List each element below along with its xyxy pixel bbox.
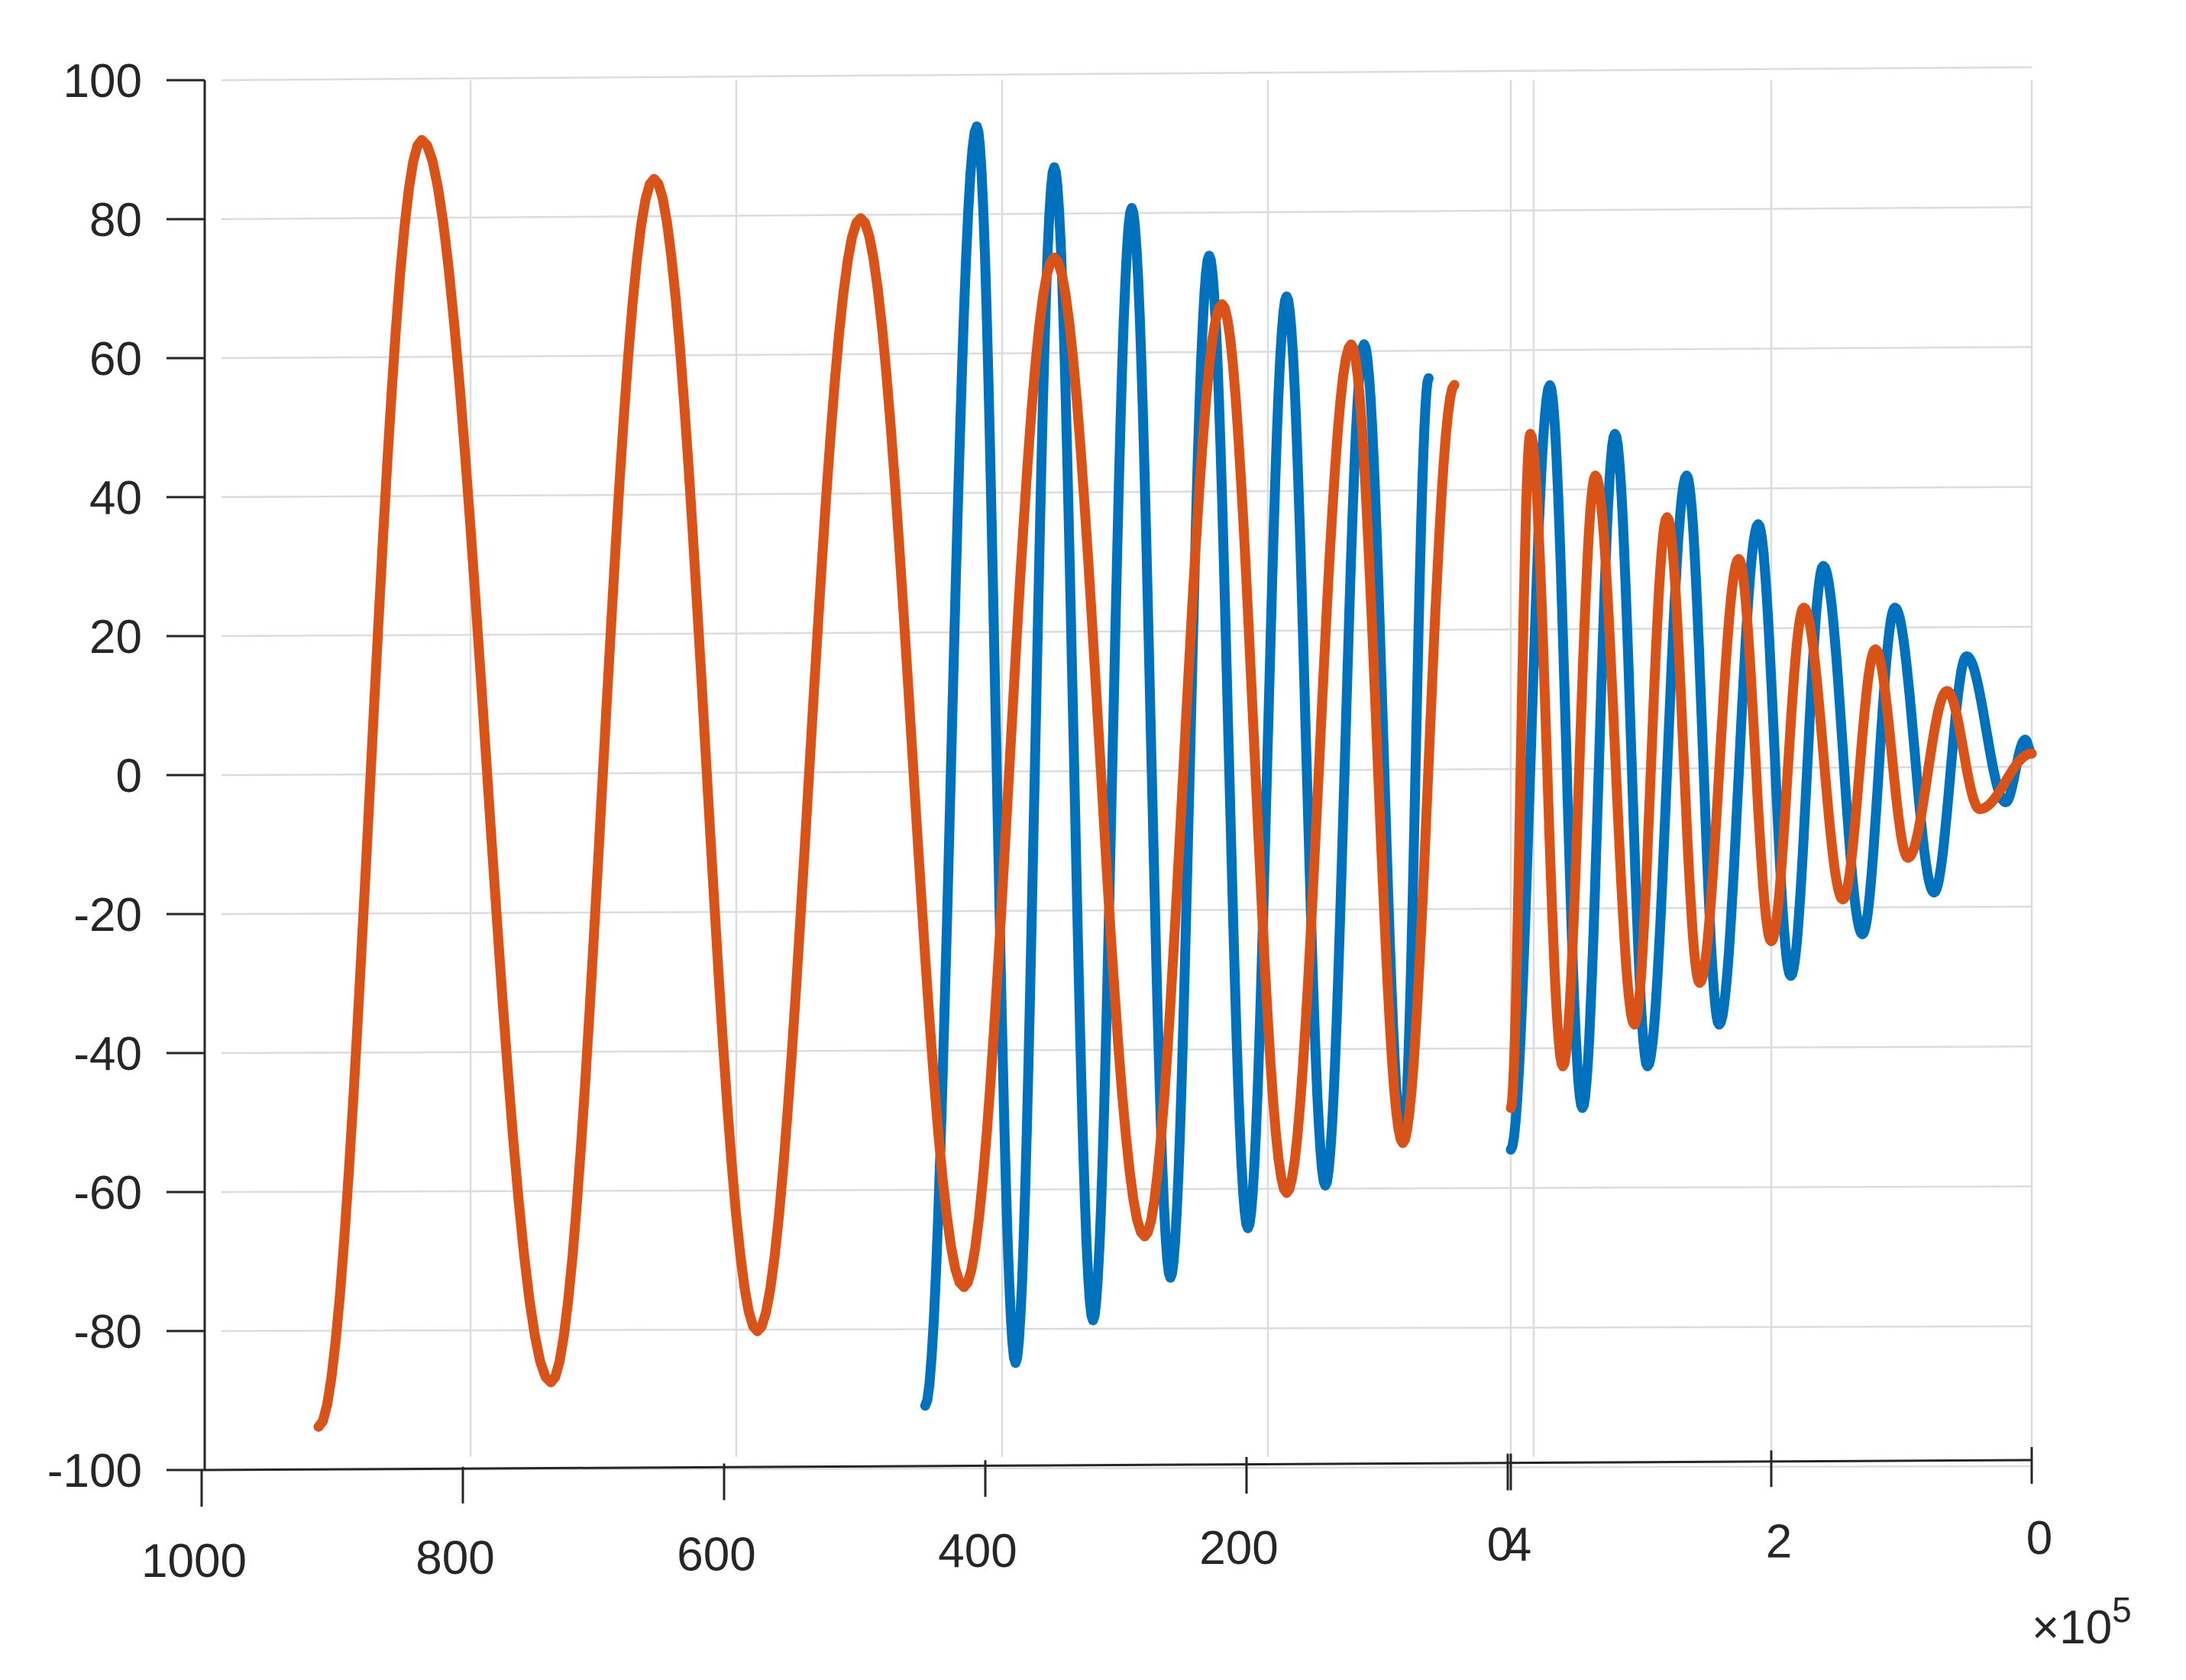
y-tick-label: 4 bbox=[1505, 1519, 1531, 1572]
z-tick-label: 0 bbox=[116, 750, 142, 803]
grid-line-z bbox=[221, 66, 2032, 82]
z-tick-label: 20 bbox=[89, 611, 142, 664]
grid-line-z bbox=[221, 765, 2032, 777]
series-line-4 bbox=[1505, 428, 2037, 1113]
grid-line-z bbox=[221, 1325, 2032, 1333]
axes-layer bbox=[167, 79, 2033, 1507]
x-tick-label: 400 bbox=[938, 1525, 1017, 1578]
z-tick-label: -100 bbox=[47, 1445, 142, 1497]
z-tick-label: -40 bbox=[73, 1028, 142, 1081]
floor-axis-line bbox=[204, 1459, 2032, 1472]
grid-line-z bbox=[221, 625, 2032, 638]
x-tick-label: 600 bbox=[677, 1528, 755, 1581]
y-exponent-label: ×105 bbox=[2032, 1590, 2132, 1654]
x-tick-label: 800 bbox=[416, 1532, 494, 1585]
z-tick-label: 40 bbox=[89, 472, 142, 525]
series-line-2 bbox=[313, 134, 1460, 1432]
z-tick-label: -60 bbox=[73, 1167, 142, 1220]
y-tick-label: 2 bbox=[1766, 1515, 1792, 1568]
y-exponent-power: 5 bbox=[2112, 1590, 2132, 1630]
grid-line-z bbox=[221, 1185, 2032, 1194]
x-tick-label: 1000 bbox=[141, 1535, 247, 1588]
z-tick-label: 80 bbox=[89, 194, 142, 247]
series-layer bbox=[313, 121, 2037, 1432]
z-tick-label: -20 bbox=[73, 889, 142, 942]
z-tick-label: -80 bbox=[73, 1306, 142, 1359]
series-line-1 bbox=[920, 121, 1434, 1411]
x-tick-label: 0 bbox=[1487, 1519, 1513, 1572]
z-tick-label: 60 bbox=[89, 333, 142, 386]
y-tick-label: 0 bbox=[2026, 1512, 2052, 1565]
grid-line-z bbox=[221, 486, 2032, 499]
grid-line-z bbox=[221, 1045, 2032, 1055]
z-tick-label: 100 bbox=[63, 55, 142, 108]
x-tick-label: 200 bbox=[1199, 1522, 1278, 1575]
